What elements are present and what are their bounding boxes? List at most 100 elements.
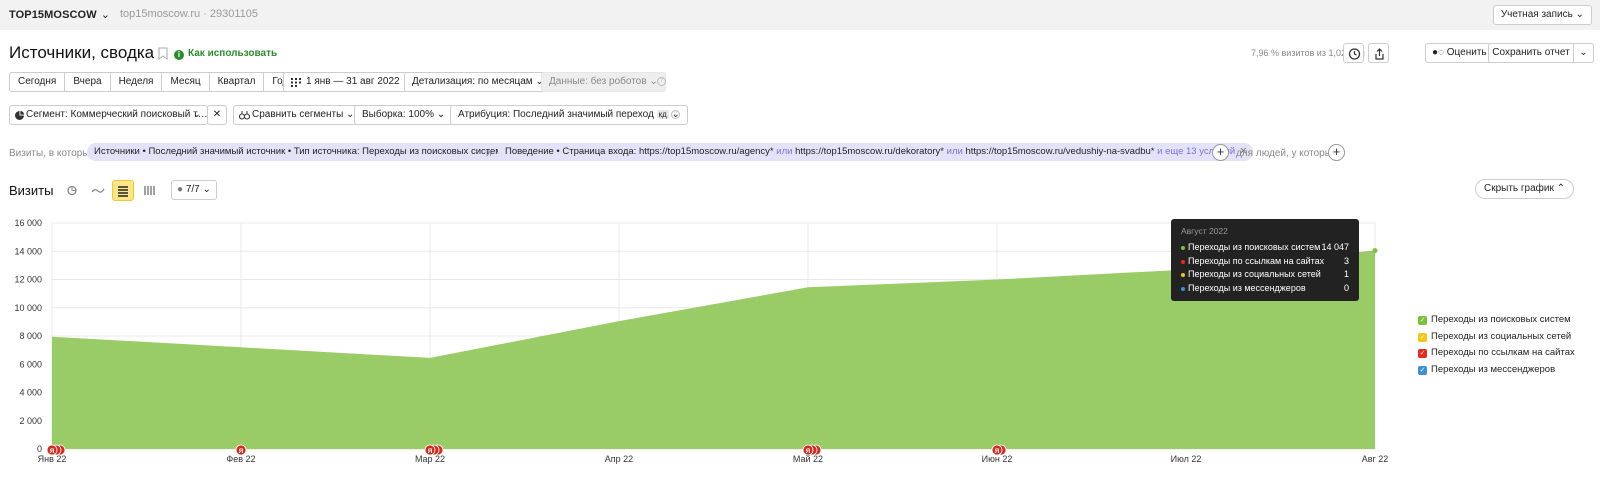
- save-menu-chevron-icon[interactable]: ⌄: [1574, 43, 1594, 63]
- y-tick-label: 2 000: [19, 416, 42, 426]
- x-axis: Янв 22 Фев 22 Мар 22 Апр 22 Май 22 Июн 22 Июл …: [38, 454, 1389, 464]
- tooltip-row: Переходы из поисковых систем 14 047: [1181, 242, 1349, 256]
- comments-button[interactable]: ● 7/7 ⌄: [171, 180, 217, 200]
- series-dot-icon: [1181, 273, 1185, 277]
- bar-chart-icon: [144, 186, 155, 195]
- add-people-filter-button[interactable]: +: [1328, 144, 1345, 161]
- filter-chip-source[interactable]: Источники • Последний значимый источник …: [87, 143, 520, 161]
- legend-label: Переходы из мессенджеров: [1431, 364, 1556, 376]
- checkbox-icon[interactable]: ✓: [1418, 316, 1427, 325]
- visits-share: 7,96 % визитов из 1,02 млн: [1251, 48, 1365, 58]
- hide-chart-button[interactable]: Скрыть график ⌃: [1475, 179, 1575, 199]
- series-dot-icon: [1181, 259, 1185, 264]
- y-tick-label: 12 000: [14, 275, 42, 285]
- tooltip-row: Переходы по ссылкам на сайтах 3: [1181, 256, 1349, 270]
- period-quarter[interactable]: Квартал: [208, 72, 265, 92]
- export-button[interactable]: [1368, 43, 1389, 63]
- chart-title: Визиты: [9, 183, 54, 198]
- rate-button[interactable]: ●◌ Оценить: [1425, 43, 1494, 63]
- site-id: 29301105: [209, 8, 259, 20]
- comment-icon: ●: [177, 184, 184, 195]
- checkbox-icon[interactable]: ✓: [1418, 349, 1427, 359]
- tooltip-series-name: Переходы из социальных сетей: [1188, 269, 1321, 279]
- save-report-button[interactable]: Сохранить отчет: [1488, 43, 1574, 63]
- legend-item[interactable]: ✓ Переходы из мессенджеров: [1418, 364, 1575, 381]
- x-tick-label: Апр 22: [605, 454, 633, 464]
- period-yesterday[interactable]: Вчера: [64, 72, 111, 92]
- annotation-label: Я: [239, 448, 244, 455]
- annotation-dot: [235, 444, 247, 456]
- sample-dropdown[interactable]: Выборка: 100% ⌄: [354, 105, 454, 125]
- segment-dropdown[interactable]: Сегмент: Коммерческий поисковый т… ⌄: [9, 105, 208, 125]
- segment-pie-icon: [15, 111, 24, 120]
- filter-chip-behavior[interactable]: Поведение • Страница входа: https://top1…: [498, 143, 1254, 161]
- series-dot-icon: [1181, 246, 1185, 250]
- x-tick-label: Мар 22: [415, 454, 445, 464]
- x-tick-label: Фев 22: [226, 454, 255, 464]
- chevron-down-icon: ⌄: [100, 9, 111, 21]
- line-chart-button[interactable]: [87, 180, 109, 201]
- date-range-button[interactable]: 1 янв — 31 авг 2022: [283, 72, 408, 92]
- pie-chart-button[interactable]: [61, 180, 83, 201]
- add-filter-button[interactable]: +: [1212, 144, 1229, 161]
- annotation-dot: [991, 444, 1003, 456]
- page-title: Источники, сводка: [9, 43, 155, 62]
- detail-dropdown[interactable]: Детализация: по месяцам ⌄: [404, 72, 552, 92]
- x-tick-label: Июл 22: [1171, 454, 1202, 464]
- tooltip-series-value: 14 047: [1321, 242, 1349, 252]
- annotation-marker: Я: [802, 444, 814, 456]
- chart-legend: ✓ Переходы из поисковых систем ✓ Переходы и…: [1418, 314, 1575, 381]
- annotation-label: Я: [995, 448, 1000, 455]
- bar-chart-button[interactable]: [139, 180, 161, 201]
- period-month[interactable]: Месяц: [161, 72, 210, 92]
- help-icon[interactable]: ?: [657, 77, 666, 86]
- visits-chart[interactable]: 0 2 000 4 000 6 000 8 000 10 000 12 000 14 000 1…: [0, 210, 1400, 470]
- account-button[interactable]: Учетная запись ⌄: [1492, 5, 1592, 25]
- hover-point: [1372, 248, 1378, 254]
- annotation-label: Я: [428, 448, 433, 455]
- site-selector[interactable]: TOP15MOSCOW ⌄: [9, 8, 110, 21]
- series-area-0: [52, 250, 1375, 449]
- tooltip-series-name: Переходы по ссылкам на сайтах: [1188, 255, 1325, 266]
- people-label: для людей, у которых: [1236, 148, 1337, 159]
- tooltip-row: Переходы из социальных сетей 1: [1181, 269, 1349, 283]
- help-icon[interactable]: ?: [671, 110, 680, 119]
- bookmark-icon[interactable]: [158, 47, 168, 60]
- close-icon: ✕: [212, 109, 222, 120]
- checkbox-icon[interactable]: ✓: [1418, 366, 1427, 376]
- series-dot-icon: [1181, 286, 1185, 291]
- y-tick-label: 8 000: [19, 331, 42, 341]
- x-tick-label: Май 22: [793, 454, 823, 464]
- legend-item[interactable]: ✓ Переходы по ссылкам на сайтах: [1418, 347, 1575, 364]
- line-chart-icon: [91, 188, 105, 193]
- y-tick-label: 10 000: [14, 303, 42, 313]
- period-today[interactable]: Сегодня: [9, 72, 66, 92]
- howto-link[interactable]: i Как использовать: [174, 48, 277, 60]
- period-week[interactable]: Неделя: [109, 72, 163, 92]
- stacked-area-icon: [118, 186, 128, 197]
- area-chart-button[interactable]: [112, 180, 134, 201]
- attribution-dropdown[interactable]: Атрибуция: Последний значимый переход кд…: [450, 105, 688, 125]
- legend-item[interactable]: ✓ Переходы из поисковых систем: [1418, 314, 1575, 331]
- close-icon[interactable]: ✕: [1239, 146, 1248, 157]
- compare-segments-button[interactable]: Сравнить сегменты ⌄: [233, 105, 363, 125]
- top-bar: TOP15MOSCOW ⌄ top15moscow.ru · 29301105 У…: [0, 0, 1600, 30]
- chart-tooltip: Август 2022 Переходы из поисковых систем…: [1171, 219, 1359, 301]
- segment-clear-button[interactable]: ✕: [207, 105, 227, 125]
- annotation-dot: [424, 444, 436, 456]
- checkbox-icon[interactable]: ✓: [1418, 332, 1427, 342]
- period-selector: Сегодня Вчера Неделя Месяц Квартал Год: [9, 72, 298, 92]
- attribution-badge: кд: [656, 110, 669, 119]
- tooltip-series-name: Переходы из мессенджеров: [1188, 282, 1306, 293]
- tooltip-header: Август 2022: [1181, 226, 1228, 236]
- x-tick-label: Авг 22: [1362, 454, 1389, 464]
- legend-item[interactable]: ✓ Переходы из социальных сетей: [1418, 331, 1575, 348]
- data-filter-dropdown[interactable]: Данные: без роботов ⌄: [541, 72, 666, 92]
- history-button[interactable]: [1343, 43, 1364, 63]
- x-tick-label: Июн 22: [982, 454, 1013, 464]
- y-tick-label: 14 000: [14, 246, 42, 256]
- annotation-marker: Я: [991, 444, 1003, 456]
- tooltip-series-value: 3: [1343, 255, 1349, 266]
- chart-areas: [52, 248, 1378, 449]
- legend-label: Переходы из социальных сетей: [1431, 330, 1572, 342]
